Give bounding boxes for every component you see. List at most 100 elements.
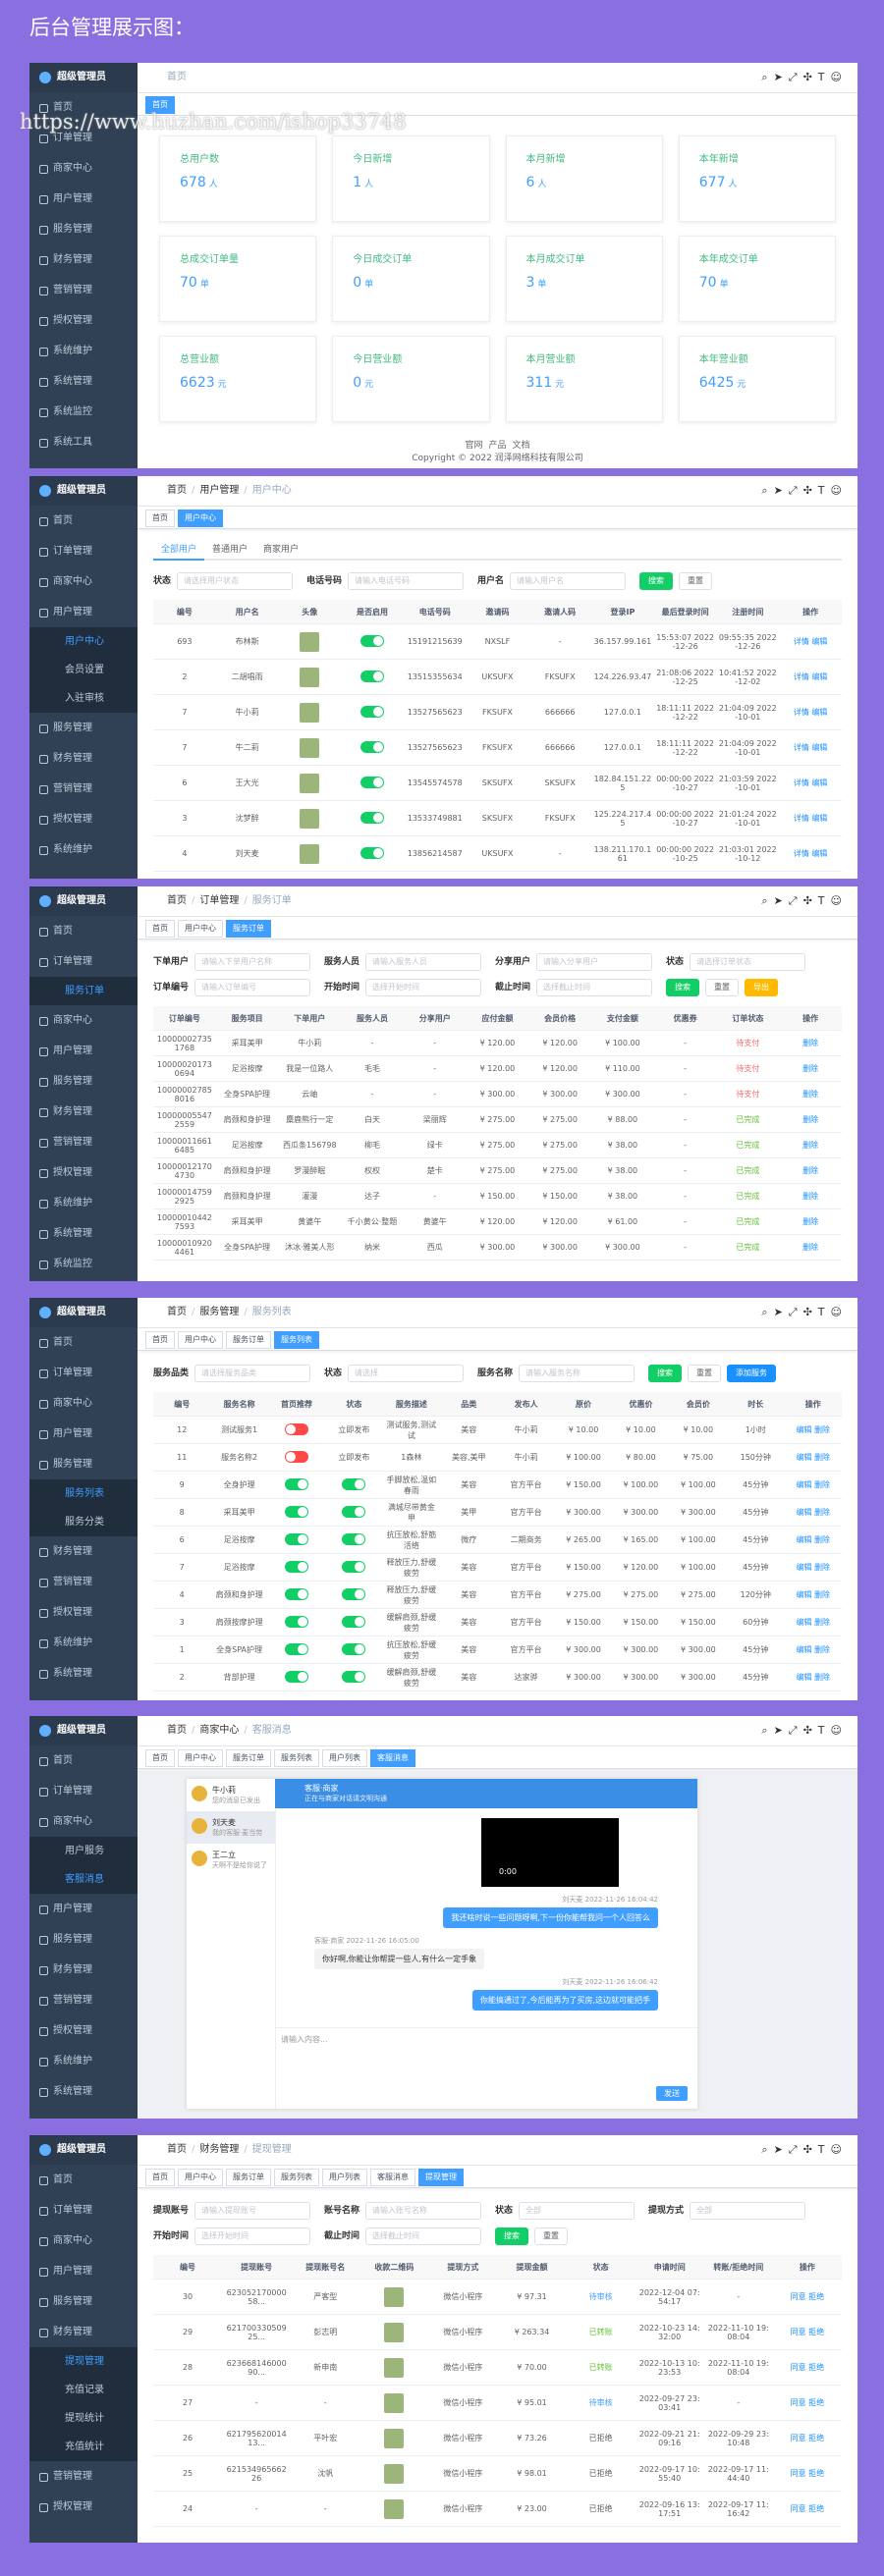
menu-item[interactable]: 授权管理 [29, 2492, 138, 2522]
switch[interactable] [342, 1670, 366, 1683]
filter-input[interactable]: 请选择服务品类 [194, 1364, 311, 1382]
submenu-item[interactable]: 会员设置 [29, 656, 138, 684]
menu-item[interactable]: 营销管理 [29, 2461, 138, 2492]
tag[interactable]: 用户中心 [178, 1749, 223, 1767]
tag[interactable]: 服务列表 [274, 1749, 319, 1767]
menu-item[interactable]: 商家中心 [29, 1388, 138, 1419]
menu-item[interactable]: 系统管理 [29, 366, 138, 397]
menu-item[interactable]: 授权管理 [29, 1157, 138, 1188]
tag[interactable]: 首页 [145, 510, 175, 527]
menu-item[interactable]: 系统监控 [29, 397, 138, 427]
menu-item[interactable]: 服务管理 [29, 1449, 138, 1479]
submenu-item[interactable]: 提现统计 [29, 2404, 138, 2433]
breadcrumb[interactable]: 首页 [167, 1307, 187, 1317]
breadcrumb[interactable]: 客服消息 [251, 1725, 292, 1736]
button[interactable]: 添加服务 [727, 1364, 777, 1382]
cell[interactable]: 详情 编辑 [779, 729, 842, 766]
switch[interactable] [285, 1422, 309, 1435]
menu-item[interactable]: 订单管理 [29, 536, 138, 566]
menu-item[interactable]: 用户管理 [29, 1036, 138, 1066]
button[interactable]: 搜索 [639, 571, 674, 590]
cell[interactable]: 编辑 删除 [784, 1526, 842, 1554]
switch[interactable] [285, 1615, 309, 1628]
breadcrumb[interactable]: 首页 [167, 2144, 187, 2155]
video[interactable]: 0:00 [481, 1818, 619, 1887]
switch[interactable] [342, 1560, 366, 1573]
filter-input[interactable]: 请输入电话号码 [348, 571, 465, 590]
tag[interactable]: 用户中心 [178, 1331, 223, 1349]
menu-item[interactable]: 首页 [29, 2165, 138, 2195]
cell[interactable]: 编辑 删除 [784, 1663, 842, 1691]
submenu-item[interactable]: 服务列表 [29, 1479, 138, 1508]
menu-item[interactable]: 系统维护 [29, 2046, 138, 2076]
submenu-item[interactable]: 提现管理 [29, 2347, 138, 2376]
breadcrumb[interactable]: 首页 [167, 895, 187, 906]
cell[interactable]: 编辑 删除 [784, 1553, 842, 1582]
contact[interactable]: 牛小莉 您的消息已发出 [187, 1779, 275, 1811]
cell[interactable]: 编辑 删除 [784, 1636, 842, 1664]
menu-item[interactable]: 系统监控 [29, 1249, 138, 1279]
cell[interactable]: 编辑 删除 [784, 1608, 842, 1637]
menu-item[interactable]: 商家中心 [29, 153, 138, 184]
menu-item[interactable]: 商家中心 [29, 2226, 138, 2256]
filter-input[interactable]: 请输入账号名称 [365, 2201, 482, 2220]
switch[interactable] [360, 776, 385, 788]
tag[interactable]: 服务订单 [226, 1331, 271, 1349]
tag[interactable]: 客服消息 [370, 2169, 415, 2186]
cell[interactable]: 编辑 删除 [784, 1443, 842, 1472]
switch[interactable] [285, 1642, 309, 1655]
menu-item[interactable]: 服务管理 [29, 1924, 138, 1955]
button[interactable]: 重置 [688, 1364, 722, 1382]
switch[interactable] [360, 846, 385, 859]
tag[interactable]: 用户中心 [178, 920, 223, 938]
tag[interactable]: 用户列表 [322, 1749, 367, 1767]
breadcrumb[interactable]: 首页 [167, 485, 187, 496]
switch[interactable] [285, 1505, 309, 1518]
cell[interactable]: 同意 拒绝 [772, 2385, 842, 2421]
breadcrumb[interactable]: 用户管理 [199, 485, 240, 496]
tag[interactable]: 用户列表 [322, 2169, 367, 2186]
send-button[interactable]: 发送 [656, 2086, 688, 2101]
menu-item[interactable]: 商家中心 [29, 1806, 138, 1837]
menu-item[interactable]: 订单管理 [29, 946, 138, 977]
button[interactable]: 重置 [534, 2227, 569, 2245]
button[interactable]: 搜索 [648, 1364, 683, 1382]
contact[interactable]: 刘天麦 我的客服·麦当劳 [187, 1811, 275, 1844]
cell[interactable]: 详情 编辑 [779, 800, 842, 836]
switch[interactable] [342, 1477, 366, 1490]
menu-item[interactable]: 授权管理 [29, 1597, 138, 1628]
tag[interactable]: 首页 [145, 1331, 175, 1349]
submenu-item[interactable]: 充值统计 [29, 2433, 138, 2461]
tag[interactable]: 首页 [145, 1749, 175, 1767]
menu-item[interactable]: 系统管理 [29, 1658, 138, 1689]
submenu-item[interactable]: 服务订单 [29, 977, 138, 1005]
switch[interactable] [342, 1587, 366, 1600]
filter-input[interactable]: 请输入下单用户名称 [194, 952, 311, 971]
menu-item[interactable]: 服务管理 [29, 214, 138, 244]
cell[interactable]: 删除 [779, 1030, 842, 1056]
menu-item[interactable]: 授权管理 [29, 804, 138, 834]
switch[interactable] [360, 705, 385, 718]
cell[interactable]: 同意 拒绝 [772, 2279, 842, 2315]
subtab[interactable]: 商家用户 [263, 545, 300, 555]
cell[interactable]: 删除 [779, 1081, 842, 1107]
menu-item[interactable]: 商家中心 [29, 566, 138, 597]
switch[interactable] [342, 1642, 366, 1655]
menu-item[interactable]: 订单管理 [29, 1776, 138, 1806]
breadcrumb[interactable]: 订单管理 [199, 895, 240, 906]
switch[interactable] [285, 1532, 309, 1545]
switch[interactable] [285, 1450, 309, 1463]
filter-input[interactable]: 请选择 [348, 1364, 465, 1382]
breadcrumb[interactable]: 服务订单 [251, 895, 292, 906]
tag[interactable]: 客服消息 [370, 1749, 415, 1767]
filter-input[interactable]: 全部 [690, 2201, 806, 2220]
menu-item[interactable]: 用户管理 [29, 597, 138, 627]
contact[interactable]: 王二立 天啊不是给你说了 [187, 1844, 275, 1876]
menu-item[interactable]: 系统维护 [29, 1628, 138, 1658]
filter-input[interactable]: 请选择订单状态 [690, 952, 806, 971]
cell[interactable]: 同意 拒绝 [772, 2455, 842, 2492]
switch[interactable] [360, 634, 385, 647]
menu-item[interactable]: 服务管理 [29, 1066, 138, 1097]
tag[interactable]: 服务订单 [226, 1749, 271, 1767]
menu-item[interactable]: 服务管理 [29, 713, 138, 743]
